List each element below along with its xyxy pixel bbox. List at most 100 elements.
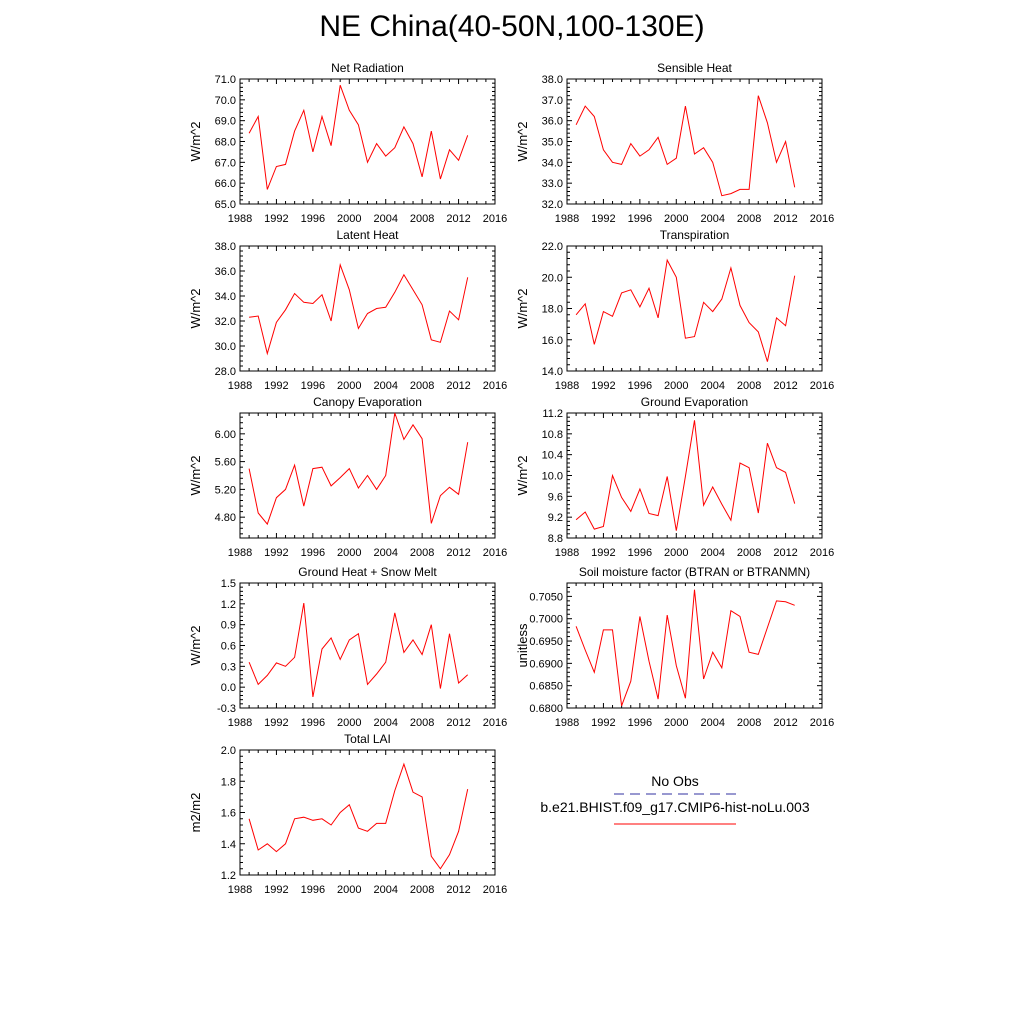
- plot-frame: [239, 582, 496, 709]
- y-tick-label: 9.6: [548, 491, 563, 503]
- x-tick-label: 2004: [373, 884, 397, 896]
- x-tick-label: 1996: [628, 380, 652, 392]
- x-tick-label: 1992: [264, 380, 288, 392]
- chart-panel: 1988 1992 1996 2000 2004 2008 2012 2016 65.0 66.0…: [188, 61, 507, 225]
- x-tick-label: 1988: [228, 213, 252, 225]
- y-tick-label: 4.80: [215, 512, 236, 524]
- x-tick-label: 2000: [664, 547, 688, 559]
- x-tick-label: 2008: [737, 213, 761, 225]
- series-line: [248, 603, 469, 697]
- panel-title: Net Radiation: [331, 61, 404, 75]
- x-tick-label: 2012: [446, 884, 470, 896]
- panel-title: Ground Heat + Snow Melt: [298, 565, 437, 579]
- y-tick-label: 28.0: [215, 366, 236, 378]
- x-tick-label: 2012: [446, 547, 470, 559]
- y-tick-label: 0.6900: [529, 658, 563, 670]
- chart-panel: 1988 1992 1996 2000 2004 2008 2012 2016 32.0 33.0…: [515, 61, 834, 225]
- x-tick-label: 1996: [301, 717, 325, 729]
- y-tick-label: 66.0: [215, 178, 236, 190]
- x-tick-label: 1988: [228, 547, 252, 559]
- y-tick-label: 1.5: [221, 578, 236, 590]
- x-tick-label: 1988: [555, 547, 579, 559]
- y-tick-label: 0.7000: [529, 614, 563, 626]
- y-tick-label: 10.4: [542, 450, 563, 462]
- x-tick-label: 2016: [483, 213, 507, 225]
- y-tick-label: 34.0: [215, 291, 236, 303]
- x-tick-label: 1996: [628, 547, 652, 559]
- series-line: [248, 412, 469, 526]
- x-tick-label: 2008: [737, 717, 761, 729]
- chart-panel: 1988 1992 1996 2000 2004 2008 2012 2016 4.80 5.20…: [188, 395, 507, 559]
- series-line: [575, 589, 795, 706]
- x-tick-label: 1996: [628, 717, 652, 729]
- x-tick-label: 2016: [483, 380, 507, 392]
- y-axis-label: W/m^2: [188, 455, 203, 495]
- y-tick-label: 0.6950: [529, 636, 563, 648]
- x-tick-label: 1988: [228, 717, 252, 729]
- y-axis-label: W/m^2: [188, 121, 203, 161]
- x-tick-label: 2016: [483, 884, 507, 896]
- panel-title: Ground Evaporation: [641, 395, 748, 409]
- panel-title: Latent Heat: [336, 228, 399, 242]
- series-line: [249, 262, 469, 356]
- x-tick-label: 2008: [410, 380, 434, 392]
- y-tick-label: 0.3: [221, 661, 236, 673]
- x-tick-label: 2000: [664, 380, 688, 392]
- y-axis-label: unitless: [515, 623, 530, 668]
- x-tick-label: 2012: [773, 717, 797, 729]
- legend: No Obs b.e21.BHIST.f09_g17.CMIP6-hist-no…: [520, 772, 830, 828]
- y-tick-label: 10.0: [542, 471, 563, 483]
- x-tick-label: 2004: [373, 547, 397, 559]
- y-tick-label: 14.0: [542, 366, 563, 378]
- x-tick-label: 2004: [700, 380, 724, 392]
- x-tick-label: 2000: [337, 547, 361, 559]
- y-tick-label: 10.8: [542, 429, 563, 441]
- x-tick-label: 1992: [591, 717, 615, 729]
- x-tick-label: 1996: [301, 380, 325, 392]
- x-tick-label: 2004: [373, 380, 397, 392]
- legend-model-swatch: [614, 823, 736, 825]
- y-tick-label: 0.9: [221, 620, 236, 632]
- y-axis-label: W/m^2: [515, 288, 530, 328]
- y-axis-label: W/m^2: [188, 625, 203, 665]
- y-tick-label: 34.0: [542, 157, 563, 169]
- y-tick-label: 33.0: [542, 178, 563, 190]
- y-tick-label: 36.0: [215, 266, 236, 278]
- x-tick-label: 1992: [264, 884, 288, 896]
- y-tick-label: 0.7050: [529, 591, 563, 603]
- panel-title: Canopy Evaporation: [313, 395, 422, 409]
- series-line: [248, 85, 469, 190]
- x-tick-label: 1992: [264, 717, 288, 729]
- x-tick-label: 1992: [591, 547, 615, 559]
- x-tick-label: 2004: [700, 547, 724, 559]
- y-tick-label: 65.0: [215, 199, 236, 211]
- plot-frame: [566, 412, 823, 539]
- series-line: [575, 258, 796, 362]
- plot-frame: [566, 245, 823, 372]
- x-tick-label: 2016: [483, 717, 507, 729]
- x-tick-label: 2000: [664, 717, 688, 729]
- chart-panel: 1988 1992 1996 2000 2004 2008 2012 2016 1.2 1.4 1.…: [188, 732, 507, 896]
- chart-panel: 1988 1992 1996 2000 2004 2008 2012 2016 0.6800 0.…: [515, 565, 834, 729]
- series-line: [575, 95, 796, 197]
- y-tick-label: 8.8: [548, 533, 563, 545]
- y-tick-label: 22.0: [542, 241, 563, 253]
- x-tick-label: 2000: [337, 717, 361, 729]
- plot-frame: [239, 749, 496, 876]
- y-tick-label: 1.4: [221, 839, 236, 851]
- x-tick-label: 2008: [410, 884, 434, 896]
- y-tick-label: 1.2: [221, 599, 236, 611]
- x-tick-label: 1996: [301, 547, 325, 559]
- chart-panel: 1988 1992 1996 2000 2004 2008 2012 2016 28.0 30.0…: [188, 228, 507, 392]
- series-line: [575, 420, 796, 531]
- x-tick-label: 2012: [773, 213, 797, 225]
- y-tick-label: 36.0: [542, 116, 563, 128]
- y-tick-label: 32.0: [542, 199, 563, 211]
- y-tick-label: 70.0: [215, 95, 236, 107]
- y-tick-label: 69.0: [215, 116, 236, 128]
- x-tick-label: 2000: [337, 213, 361, 225]
- series-line: [248, 762, 469, 870]
- x-tick-label: 2012: [773, 380, 797, 392]
- x-tick-label: 2012: [446, 380, 470, 392]
